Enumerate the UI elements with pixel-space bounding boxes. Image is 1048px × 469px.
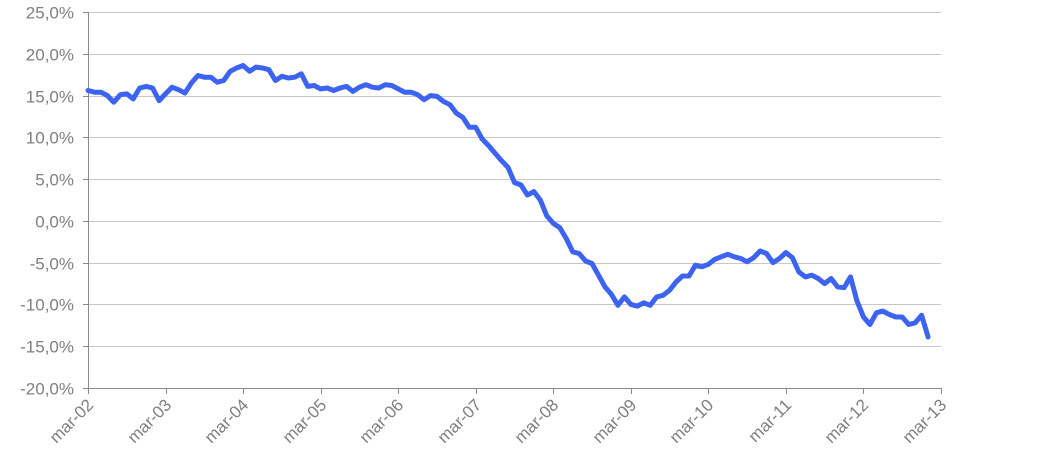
x-tick-label: mar-11 <box>745 395 796 446</box>
y-tick-label: 20,0% <box>26 46 74 65</box>
x-tick-label: mar-09 <box>589 395 641 447</box>
y-tick-label: -15,0% <box>20 338 74 357</box>
y-tick-label: -20,0% <box>20 380 74 399</box>
series-line <box>85 63 931 340</box>
y-tick-label: 15,0% <box>26 88 74 107</box>
x-tick-label: mar-07 <box>434 395 486 447</box>
y-tick-label: 5,0% <box>35 171 74 190</box>
y-tick-label: 10,0% <box>26 129 74 148</box>
x-tick-label: mar-06 <box>356 395 408 447</box>
x-tick-label: mar-04 <box>201 395 253 447</box>
y-tick-label: -5,0% <box>30 255 74 274</box>
y-tick-label: -10,0% <box>20 296 74 315</box>
x-tick-label: mar-10 <box>666 395 718 447</box>
x-tick-label: mar-08 <box>511 395 563 447</box>
y-tick-labels: 25,0% 20,0% 15,0% 10,0% 5,0% 0,0% -5,0% -10,0% -… <box>20 4 74 399</box>
x-tick-label: mar-02 <box>46 395 98 447</box>
x-tick-labels: mar-02 mar-03 mar-04 mar-05 mar-06 mar-07 mar-… <box>46 395 951 447</box>
y-tick-label: 25,0% <box>26 4 74 23</box>
x-tick-label: mar-13 <box>899 395 951 447</box>
x-tick-label: mar-05 <box>279 395 331 447</box>
y-tick-label: 0,0% <box>35 213 74 232</box>
x-tick-label: mar-03 <box>124 395 176 447</box>
axes <box>83 12 942 394</box>
x-tick-label: mar-12 <box>821 395 873 447</box>
series-layer <box>85 63 931 340</box>
